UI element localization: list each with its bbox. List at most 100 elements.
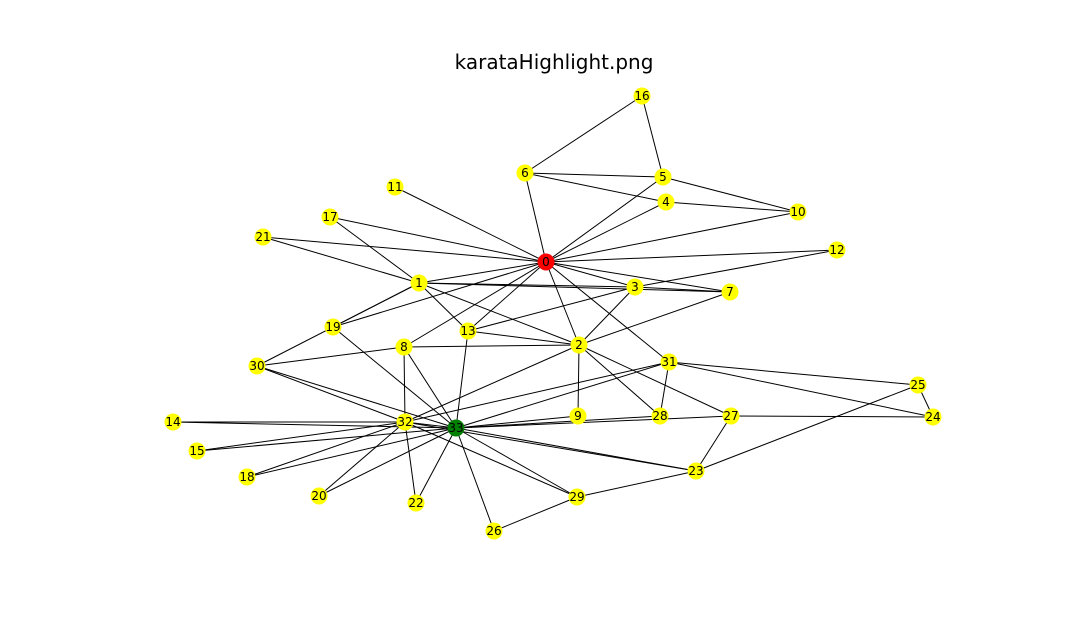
node-28: 28 [651,407,669,425]
node-0: 0 [537,253,555,271]
node-5-label: 5 [659,170,667,184]
edge-0-12 [545,249,838,263]
edge-27-33 [455,415,732,429]
node-15: 15 [188,442,206,460]
node-4-label: 4 [662,195,670,209]
node-7-label: 7 [726,285,734,299]
node-1-label: 1 [415,276,423,290]
edge-6-16 [524,95,643,174]
edge-28-31 [659,361,670,417]
node-18-label: 18 [239,470,254,484]
node-30-label: 30 [249,359,264,373]
node-4: 4 [657,193,675,211]
node-5-circle [654,168,672,186]
edge-2-13 [467,330,580,346]
node-21-label: 21 [255,230,270,244]
node-24-label: 24 [925,410,940,424]
edge-23-33 [455,427,697,472]
edge-22-33 [415,427,457,504]
edge-30-33 [256,365,457,429]
node-21-circle [254,228,272,246]
edge-31-32 [404,361,670,423]
node-10-label: 10 [790,205,805,219]
edge-1-2 [418,282,580,346]
node-23: 23 [687,462,705,480]
edge-8-30 [256,346,405,367]
node-22: 22 [407,494,425,512]
node-14-circle [164,413,182,431]
figure-title: karataHighlight.png [454,50,654,74]
edge-0-3 [545,261,636,288]
node-33-circle [447,419,465,437]
edge-1-17 [329,216,420,284]
node-27-label: 27 [723,409,738,423]
node-24: 24 [924,408,942,426]
edge-0-6 [524,172,547,263]
edge-0-4 [545,201,667,263]
node-21: 21 [254,228,272,246]
node-26-circle [485,522,503,540]
node-13-label: 13 [460,324,475,338]
nodes-layer: 0123456789101112131415161718192021222324… [164,87,942,540]
node-17: 17 [321,208,339,226]
node-29-label: 29 [569,490,584,504]
node-3-circle [626,278,644,296]
node-30-circle [248,357,266,375]
node-17-label: 17 [322,210,337,224]
edge-0-7 [545,261,731,293]
edge-2-8 [403,344,580,348]
edge-29-32 [404,421,578,498]
node-12-label: 12 [829,243,844,257]
edge-23-25 [695,384,919,472]
node-31-label: 31 [661,355,676,369]
node-25: 25 [909,376,927,394]
node-31: 31 [660,353,678,371]
node-8-circle [395,338,413,356]
node-3: 3 [626,278,644,296]
node-11: 11 [386,178,404,196]
edge-28-33 [455,415,661,429]
node-26-label: 26 [486,524,501,538]
edge-23-27 [695,415,732,472]
edge-2-3 [578,286,636,346]
node-10-circle [789,203,807,221]
edge-22-32 [404,421,417,504]
node-27-circle [722,407,740,425]
edge-3-7 [634,286,731,293]
edge-15-33 [196,427,457,452]
edge-24-31 [668,361,934,418]
edge-30-32 [256,365,406,423]
node-24-circle [924,408,942,426]
node-20-label: 20 [311,489,326,503]
edge-0-31 [545,261,670,363]
node-17-circle [321,208,339,226]
node-29: 29 [568,488,586,506]
edge-15-32 [196,421,406,452]
node-19-label: 19 [325,320,340,334]
edge-1-21 [262,236,420,284]
edge-0-10 [545,211,799,263]
node-9: 9 [569,407,587,425]
node-18: 18 [238,468,256,486]
edge-19-33 [332,326,457,429]
node-22-circle [407,494,425,512]
node-13: 13 [459,322,477,340]
edge-5-6 [524,172,664,178]
node-16-circle [633,87,651,105]
edge-2-27 [578,344,732,417]
node-8: 8 [395,338,413,356]
node-33: 33 [447,419,465,437]
edge-0-21 [262,236,547,263]
edge-4-6 [524,172,667,203]
node-16: 16 [633,87,651,105]
edges-layer [172,95,934,532]
node-13-circle [459,322,477,340]
node-9-label: 9 [574,409,582,423]
node-23-circle [687,462,705,480]
node-25-label: 25 [910,378,925,392]
edge-13-33 [455,330,469,429]
node-23-label: 23 [688,464,703,478]
edge-4-10 [665,201,799,213]
node-28-circle [651,407,669,425]
